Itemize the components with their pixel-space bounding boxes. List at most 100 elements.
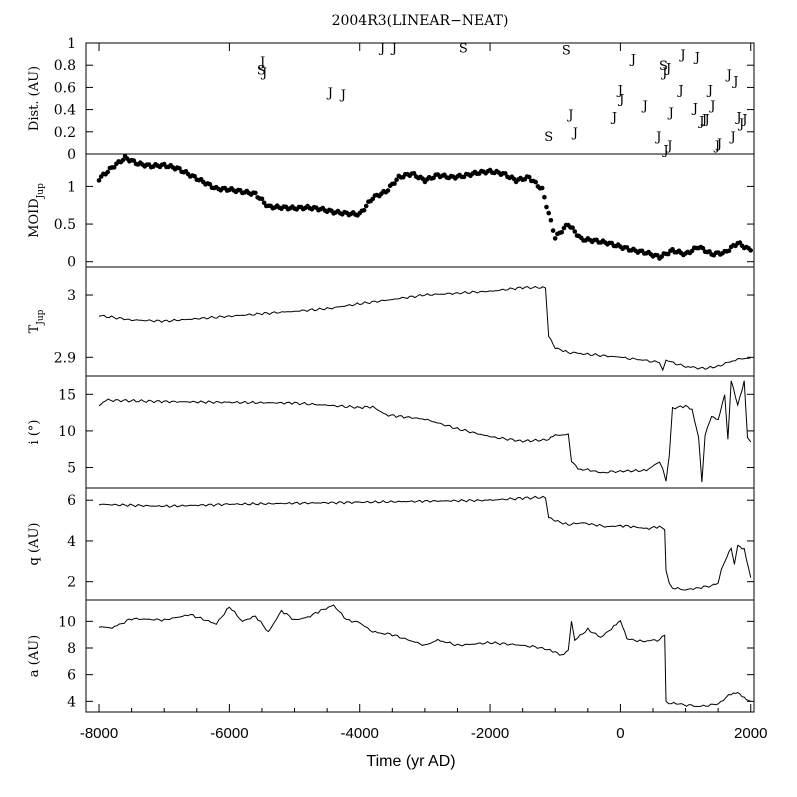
encounter-jupiter: J	[260, 66, 267, 81]
encounter-jupiter: J	[678, 48, 685, 63]
encounter-jupiter: J	[258, 55, 265, 70]
moid-point	[550, 228, 556, 233]
moid-point	[700, 245, 706, 251]
y-axis-label-a: a (AU)	[27, 635, 42, 677]
y-label-main: a (AU)	[27, 635, 42, 677]
moid-point	[177, 166, 182, 171]
encounter-jupiter: J	[654, 130, 661, 145]
y-axis-label-tjup: TJup	[27, 309, 46, 333]
chart-title: 2004R3(LINEAR−NEAT)	[332, 13, 509, 29]
panel-q: 2 4 6 q (AU)	[27, 487, 755, 601]
y-axis-label-dist: Dist. (AU)	[27, 66, 42, 131]
encounter-jupiter: J	[390, 41, 397, 56]
moid-point	[559, 230, 564, 235]
x-tick-label: -2000	[471, 725, 509, 742]
moid-point	[737, 240, 743, 245]
y-tick-label: 2.9	[54, 350, 76, 366]
moid-point	[96, 178, 102, 183]
y-label-main: MOID	[27, 198, 42, 238]
encounter-saturn: S	[257, 64, 266, 79]
series-line-q	[98, 495, 752, 591]
encounter-jupiter: J	[616, 84, 623, 99]
moid-point	[572, 229, 578, 234]
x-tick-label: 0	[616, 725, 624, 742]
y-tick-label: 1	[67, 36, 76, 52]
moid-point	[363, 203, 369, 209]
y-tick-label: 5	[67, 461, 76, 477]
y-tick-label: 8	[67, 641, 76, 657]
y-tick-label: 4	[67, 694, 76, 710]
moid-point	[503, 171, 508, 176]
x-axis-label: Time (yr AD)	[366, 753, 455, 770]
y-tick-label: 1	[67, 179, 76, 195]
y-tick-label: 0.2	[54, 125, 76, 141]
moid-point	[420, 176, 426, 181]
panel-moid: 0 0.5 1 MOIDJup	[27, 153, 755, 271]
encounter-jupiter: J	[706, 84, 713, 99]
y-axis-label-moid: MOIDJup	[27, 183, 46, 238]
encounter-saturn: S	[459, 41, 468, 56]
encounter-jupiter: J	[691, 101, 698, 116]
y-tick-label: 2	[67, 575, 76, 591]
encounter-jupiter: J	[667, 106, 674, 121]
moid-point	[105, 169, 110, 175]
y-tick-label: 4	[67, 534, 76, 550]
encounter-jupiter: J	[660, 66, 667, 81]
encounter-jupiter: J	[617, 93, 624, 108]
y-tick-label: 0	[67, 147, 76, 163]
panel-a: 4 6 8 10 a (AU)	[27, 599, 755, 713]
moid-point	[192, 173, 197, 179]
panel-frame-dist	[85, 42, 755, 155]
y-tick-label: 6	[67, 493, 76, 509]
y-tick-label: 0.4	[54, 103, 76, 119]
encounter-jupiter: J	[715, 137, 722, 152]
encounter-jupiter: J	[734, 110, 741, 125]
x-axis: -8000 -6000 -4000 -2000 0 2000	[80, 43, 767, 742]
encounter-saturn: S	[562, 44, 571, 59]
y-label-subscript: Jup	[36, 309, 46, 325]
y-tick-label: 0.6	[54, 80, 76, 96]
y-tick-label: 0.5	[54, 217, 76, 233]
encounter-jupiter: J	[737, 117, 744, 132]
encounter-jupiter: J	[708, 99, 715, 114]
moid-point	[253, 190, 258, 196]
moid-point	[120, 157, 126, 163]
moid-point	[533, 179, 538, 185]
encounter-jupiter: J	[728, 130, 735, 145]
moid-point	[726, 248, 732, 254]
y-tick-label: 15	[58, 387, 76, 403]
panel-frame-incl	[85, 375, 755, 489]
moid-point	[394, 177, 399, 182]
moid-point	[111, 165, 117, 170]
moid-point	[526, 174, 532, 180]
y-tick-label: 0.8	[54, 58, 76, 74]
encounter-jupiter: J	[610, 110, 617, 125]
moid-point	[361, 207, 367, 213]
y-tick-label: 10	[58, 424, 76, 440]
moid-point	[655, 253, 660, 258]
encounter-jupiter: J	[700, 113, 707, 128]
y-axis-label-incl: i (°)	[27, 420, 42, 445]
y-tick-label: 6	[67, 668, 76, 684]
encounter-jupiter: J	[661, 144, 668, 159]
moid-point	[392, 181, 397, 186]
encounter-jupiter: J	[664, 61, 671, 76]
moid-point	[570, 225, 575, 230]
y-axis-label-q: q (AU)	[27, 523, 42, 566]
encounter-jupiter: J	[339, 88, 346, 103]
panel-frame-tjup	[85, 266, 755, 377]
encounter-jupiter: J	[676, 84, 683, 99]
moid-point	[261, 200, 267, 206]
y-label-main: i (°)	[27, 420, 42, 445]
encounter-jupiter: J	[702, 113, 709, 128]
moid-point	[259, 196, 265, 202]
x-tick-label: -8000	[80, 725, 118, 742]
moid-point	[544, 204, 549, 210]
moid-point	[411, 171, 417, 176]
moid-point	[207, 181, 213, 187]
series-line-i	[98, 380, 752, 483]
y-tick-label: 0	[67, 255, 76, 271]
